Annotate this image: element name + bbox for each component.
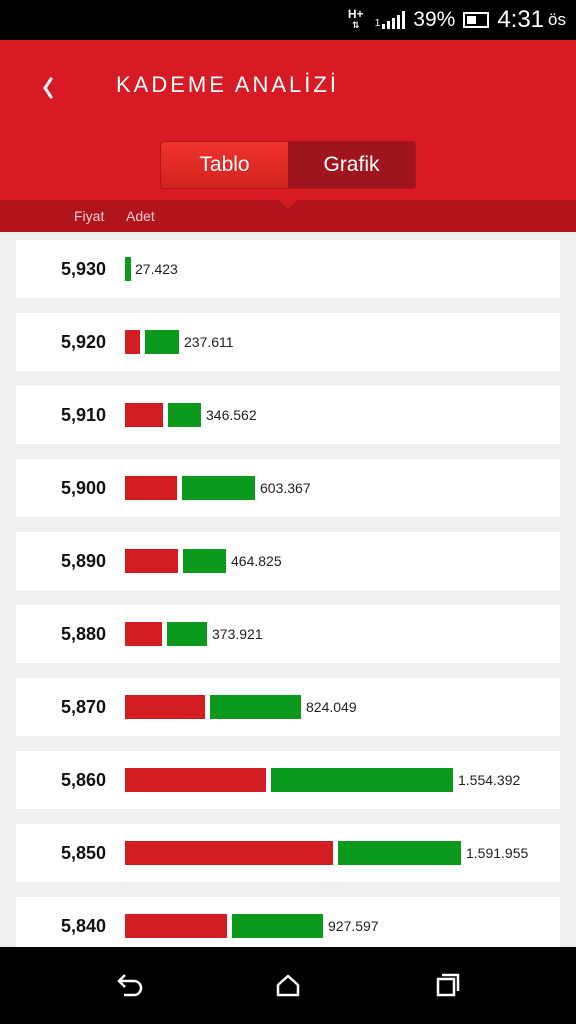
screenshot-icon: [463, 12, 490, 28]
nav-back-button[interactable]: [108, 965, 148, 1005]
row-quantity: 1.591.955: [466, 845, 529, 861]
row-quantity: 1.554.392: [458, 772, 521, 788]
buy-bar: [271, 768, 453, 792]
list-item[interactable]: 5,850 1.591.955: [16, 824, 560, 882]
sell-bar: [125, 476, 177, 500]
column-quantity: Adet: [126, 208, 155, 224]
buy-bar: [168, 403, 201, 427]
list-item[interactable]: 5,870 824.049: [16, 678, 560, 736]
sell-bar: [125, 403, 163, 427]
row-price: 5,920: [60, 332, 106, 352]
system-nav-bar: [0, 947, 576, 1024]
list-item[interactable]: 5,900 603.367: [16, 459, 560, 517]
clock-ampm: ös: [548, 10, 566, 29]
row-quantity: 27.423: [135, 261, 178, 277]
list-item[interactable]: 5,920 237.611: [16, 313, 560, 371]
row-quantity: 346.562: [206, 407, 257, 423]
app-header: KADEME ANALİZİ Tablo Grafik: [0, 40, 576, 200]
sell-bar: [125, 622, 162, 646]
list-item[interactable]: 5,910 346.562: [16, 386, 560, 444]
list-item[interactable]: 5,880 373.921: [16, 605, 560, 663]
buy-bar: [182, 476, 255, 500]
row-quantity: 927.597: [328, 918, 379, 934]
row-price: 5,910: [60, 405, 106, 425]
view-toggle: Tablo Grafik: [160, 141, 416, 189]
list-item[interactable]: 5,840 927.597: [16, 897, 560, 947]
recents-icon: [436, 973, 460, 997]
column-price: Fiyat: [74, 208, 105, 224]
tab-table[interactable]: Tablo: [161, 142, 288, 188]
row-quantity: 373.921: [212, 626, 263, 642]
home-icon: [276, 974, 300, 997]
row-quantity: 824.049: [306, 699, 357, 715]
row-price: 5,900: [60, 478, 106, 498]
clock: 4:31: [497, 6, 545, 33]
row-quantity: 237.611: [184, 334, 234, 350]
list-item[interactable]: 5,890 464.825: [16, 532, 560, 590]
sell-bar: [125, 768, 266, 792]
row-price: 5,890: [60, 551, 106, 571]
battery-percent: 39%: [413, 8, 456, 31]
buy-bar: [167, 622, 207, 646]
signal-icon: [382, 11, 406, 29]
page-title: KADEME ANALİZİ: [116, 72, 339, 97]
chevron-left-icon: [43, 77, 53, 99]
row-price: 5,840: [60, 916, 106, 936]
nav-home-button[interactable]: [268, 965, 308, 1005]
status-bar: H+ ⇅ 1 39% 4:31 ös: [0, 0, 576, 40]
back-icon: [117, 974, 143, 997]
sell-bar: [125, 695, 205, 719]
row-price: 5,870: [60, 697, 106, 717]
sim-indicator: 1: [374, 18, 381, 29]
tab-chart[interactable]: Grafik: [288, 142, 415, 188]
buy-bar: [232, 914, 323, 938]
nav-recents-button[interactable]: [428, 965, 468, 1005]
buy-bar: [210, 695, 301, 719]
list-item[interactable]: 5,930 27.423: [16, 240, 560, 298]
sell-bar: [125, 914, 227, 938]
row-price: 5,850: [60, 843, 106, 863]
row-quantity: 603.367: [260, 480, 311, 496]
row-price: 5,930: [60, 259, 106, 279]
network-type: H+ ⇅: [347, 7, 364, 30]
sell-bar: [125, 841, 333, 865]
back-button[interactable]: [28, 68, 68, 108]
depth-list[interactable]: 5,930 27.423 5,920 237.611 5,910 346.562…: [0, 232, 576, 947]
row-price: 5,880: [60, 624, 106, 644]
buy-bar: [125, 257, 131, 281]
buy-bar: [183, 549, 226, 573]
buy-bar: [338, 841, 461, 865]
row-quantity: 464.825: [231, 553, 282, 569]
row-price: 5,860: [60, 770, 106, 790]
buy-bar: [145, 330, 179, 354]
sell-bar: [125, 549, 178, 573]
list-item[interactable]: 5,860 1.554.392: [16, 751, 560, 809]
sell-bar: [125, 330, 140, 354]
tab-pointer: [278, 200, 298, 208]
